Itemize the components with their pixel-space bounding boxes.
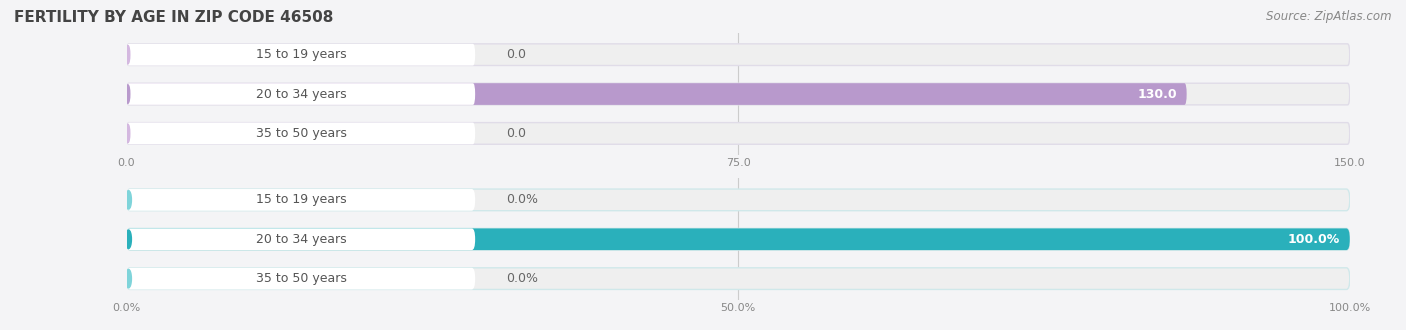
- Text: 35 to 50 years: 35 to 50 years: [256, 272, 347, 285]
- Text: 20 to 34 years: 20 to 34 years: [256, 87, 347, 101]
- FancyBboxPatch shape: [127, 228, 475, 250]
- Text: 0.0: 0.0: [506, 127, 526, 140]
- Text: 15 to 19 years: 15 to 19 years: [256, 193, 347, 206]
- Text: 100.0%: 100.0%: [1288, 233, 1340, 246]
- FancyBboxPatch shape: [127, 83, 475, 105]
- Circle shape: [125, 269, 131, 288]
- Text: 0.0%: 0.0%: [506, 272, 537, 285]
- Text: 35 to 50 years: 35 to 50 years: [256, 127, 347, 140]
- Circle shape: [127, 85, 129, 103]
- Circle shape: [125, 230, 131, 248]
- FancyBboxPatch shape: [127, 268, 475, 289]
- FancyBboxPatch shape: [127, 83, 1350, 105]
- Text: 20 to 34 years: 20 to 34 years: [256, 233, 347, 246]
- FancyBboxPatch shape: [127, 44, 1350, 65]
- Circle shape: [125, 191, 131, 209]
- FancyBboxPatch shape: [127, 83, 1187, 105]
- Text: 0.0: 0.0: [506, 48, 526, 61]
- Text: Source: ZipAtlas.com: Source: ZipAtlas.com: [1267, 10, 1392, 23]
- FancyBboxPatch shape: [127, 189, 475, 211]
- FancyBboxPatch shape: [127, 268, 1350, 289]
- FancyBboxPatch shape: [127, 44, 475, 65]
- FancyBboxPatch shape: [127, 228, 1350, 250]
- FancyBboxPatch shape: [127, 189, 1350, 211]
- FancyBboxPatch shape: [127, 123, 475, 144]
- Circle shape: [127, 46, 129, 64]
- FancyBboxPatch shape: [127, 228, 1350, 250]
- Text: 15 to 19 years: 15 to 19 years: [256, 48, 347, 61]
- Text: 130.0: 130.0: [1137, 87, 1177, 101]
- Text: 0.0%: 0.0%: [506, 193, 537, 206]
- Circle shape: [127, 124, 129, 143]
- Text: FERTILITY BY AGE IN ZIP CODE 46508: FERTILITY BY AGE IN ZIP CODE 46508: [14, 10, 333, 25]
- FancyBboxPatch shape: [127, 123, 1350, 144]
